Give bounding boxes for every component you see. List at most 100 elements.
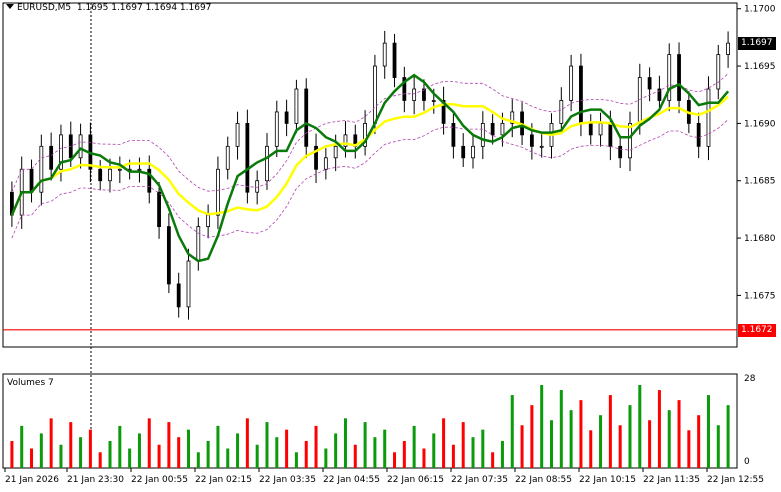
volume-bar: [648, 420, 652, 468]
candle-body: [529, 134, 534, 147]
candle-body: [314, 145, 318, 170]
volume-bar: [118, 425, 122, 468]
volume-bar: [167, 422, 171, 468]
candle-body: [166, 226, 171, 285]
volume-bar: [599, 415, 603, 468]
volume-bar: [226, 448, 230, 468]
volume-panel-frame: [2, 373, 738, 469]
candle-body: [245, 123, 250, 193]
volume-bar: [265, 422, 269, 468]
candle-body: [304, 88, 309, 147]
candle-body: [137, 168, 142, 171]
volume-bar: [285, 429, 289, 468]
candle-body: [59, 134, 63, 170]
candle-body: [117, 168, 122, 171]
chart-title: EURUSD,M5 1.1695 1.1697 1.1694 1.1697: [6, 3, 211, 13]
time-tick-label: 22 Jan 02:15: [195, 475, 252, 485]
candle-body: [176, 283, 181, 308]
volume-bar: [608, 395, 612, 468]
volume-bar: [177, 437, 181, 468]
volume-bar: [245, 418, 249, 468]
time-tick-label: 22 Jan 07:35: [451, 475, 508, 485]
volume-bar: [491, 452, 495, 468]
volume-bar: [657, 390, 661, 468]
candle-body: [608, 123, 613, 147]
candle-body: [716, 54, 721, 90]
volume-bar: [88, 429, 92, 468]
volume-bar: [304, 440, 308, 468]
candle-body: [78, 134, 83, 159]
candle-body: [696, 123, 701, 147]
candle-body: [235, 123, 240, 147]
candle-body: [392, 42, 397, 78]
volume-bar: [187, 429, 190, 468]
candle-body: [186, 260, 191, 308]
volume-bar: [216, 425, 220, 468]
level-price-badge: 1.1672: [738, 323, 776, 337]
candle-body: [490, 123, 495, 136]
candle-body: [637, 77, 642, 124]
volume-bar: [353, 444, 357, 468]
current-price-badge: 1.1697: [738, 37, 776, 51]
volume-bar: [236, 433, 240, 468]
bollinger-lower: [11, 119, 729, 239]
candle-body: [559, 100, 564, 124]
candle-body: [343, 134, 348, 147]
volume-bar: [687, 430, 691, 468]
volume-bar: [422, 448, 426, 468]
volume-bar: [383, 429, 387, 468]
volume-bar: [638, 385, 642, 468]
volume-bar: [579, 400, 583, 468]
volume-bar: [402, 440, 406, 468]
candle-body: [451, 123, 456, 147]
volume-bar: [206, 440, 210, 468]
candle-body: [628, 123, 632, 159]
volume-bar: [137, 433, 141, 468]
candle-body: [333, 145, 338, 159]
volume-tick-label: 0: [744, 457, 750, 467]
volume-bar: [393, 452, 397, 468]
candle-body: [657, 88, 662, 101]
volume-bar: [147, 418, 151, 468]
time-tick-label: 22 Jan 10:15: [579, 475, 636, 485]
candle-body: [49, 145, 54, 170]
candle-body: [196, 226, 201, 262]
volume-bar: [500, 440, 504, 468]
candle-body: [677, 54, 681, 101]
price-tick-label: 1.1690: [744, 119, 776, 129]
volume-bar: [618, 425, 622, 468]
price-tick-label: 1.1700: [744, 5, 776, 15]
price-panel-frame: [2, 2, 738, 348]
volume-bar: [108, 440, 112, 468]
time-tick-label: 22 Jan 04:55: [323, 475, 380, 485]
candle-body: [480, 123, 485, 147]
candle-body: [206, 214, 211, 227]
candle-body: [500, 123, 505, 136]
volume-bar: [412, 425, 416, 468]
volume-bar: [39, 433, 43, 468]
candle-body: [108, 168, 112, 182]
time-tick-label: 21 Jan 2026: [5, 475, 59, 485]
volume-bar: [550, 420, 553, 468]
candle-body: [294, 88, 299, 124]
volume-bar: [471, 437, 475, 468]
candle-body: [225, 145, 230, 170]
volume-bar: [196, 452, 200, 468]
time-tick-label: 22 Jan 00:55: [131, 475, 188, 485]
price-tick-label: 1.1680: [744, 234, 776, 244]
candle-body: [441, 100, 446, 124]
candle-body: [216, 168, 220, 216]
price-tick-label: 1.1695: [744, 62, 776, 72]
price-tick-label: 1.1685: [744, 177, 776, 187]
candle-body: [255, 180, 260, 193]
time-tick-label: 22 Jan 06:15: [387, 475, 444, 485]
volume-bar: [716, 425, 720, 468]
volume-bar: [510, 395, 514, 468]
ohlc-values: 1.1695 1.1697 1.1694 1.1697: [76, 3, 212, 13]
candle-body: [265, 145, 269, 182]
volume-bar: [157, 444, 161, 468]
volume-bar: [314, 425, 318, 468]
volume-bar: [432, 433, 436, 468]
